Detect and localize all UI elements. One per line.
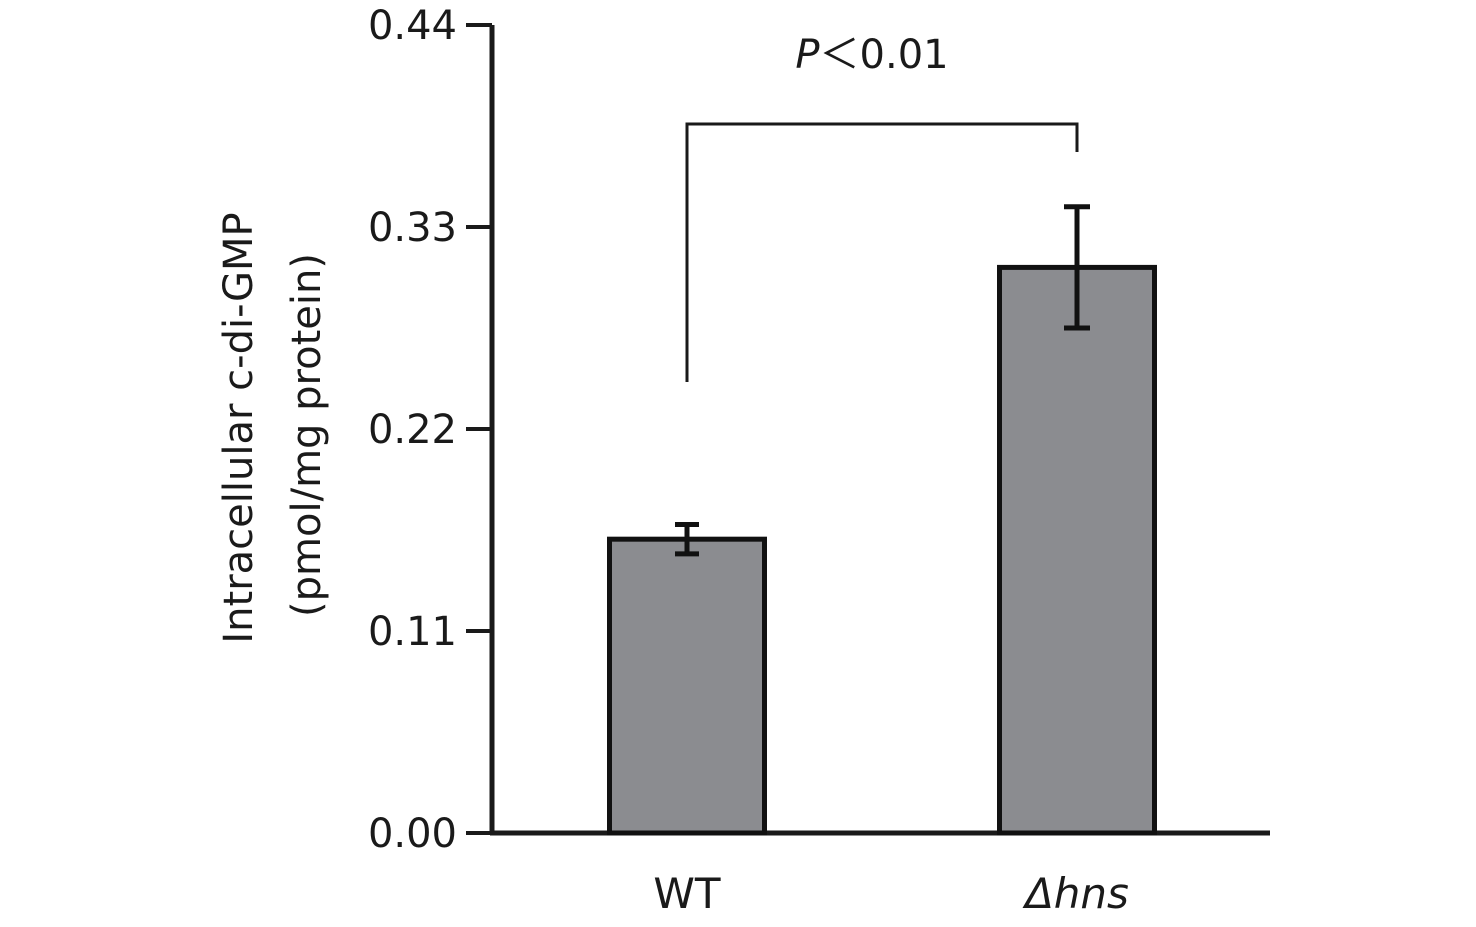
- p-threshold: ＜0.01: [820, 32, 949, 78]
- p-symbol: P: [795, 32, 820, 78]
- bar: [607, 536, 767, 836]
- y-axis-unit: (pmol/mg protein): [284, 253, 330, 617]
- y-tick-label: 0.44: [368, 3, 457, 49]
- error-bars: [675, 204, 1090, 557]
- y-axis-label: Intracellular c-di-GMP: [216, 212, 262, 643]
- significance-annotation: P＜0.01: [685, 32, 1079, 382]
- category-label: Δhns: [1022, 869, 1129, 918]
- category-labels: WT Δhns: [653, 869, 1129, 918]
- y-tick-label: 0.33: [368, 205, 457, 251]
- y-axis-title: Intracellular c-di-GMP (pmol/mg protein): [216, 212, 330, 643]
- significance-bracket: [685, 122, 1079, 382]
- y-axis-ticks: 0.00 0.11 0.22 0.33 0.44: [368, 3, 492, 857]
- y-tick-label: 0.22: [368, 407, 457, 453]
- bars: [607, 264, 1157, 836]
- category-label: WT: [653, 869, 721, 918]
- bar: [997, 264, 1157, 836]
- significance-label: P＜0.01: [795, 32, 948, 78]
- y-tick-label: 0.11: [368, 609, 457, 655]
- y-tick-label: 0.00: [368, 811, 457, 857]
